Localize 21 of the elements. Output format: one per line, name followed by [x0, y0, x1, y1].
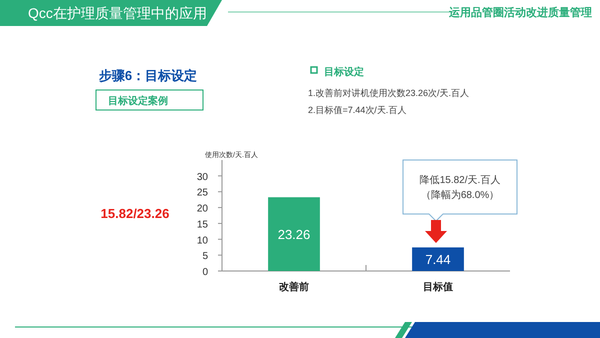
text: 步骤6：目标设定: [98, 68, 198, 83]
data-label: 7.44: [425, 252, 451, 268]
text: 1.改善前对讲机使用次数23.26次/天.百人: [308, 88, 470, 98]
text: 2.目标值=7.44次/天.百人: [308, 105, 406, 115]
chart-title: Qcc在护理质量管理中的应用: [28, 5, 207, 21]
y-tick-label: 20: [196, 204, 208, 215]
y-tick-label: 30: [196, 172, 208, 183]
y-tick-label: 10: [196, 235, 208, 246]
y-tick-label: 0: [202, 267, 208, 278]
y-tick-label: 25: [196, 188, 208, 199]
text: 15.82/23.26: [100, 206, 170, 221]
annotation: （降幅为68.0%）: [420, 189, 500, 201]
x-tick-label: 目标值: [423, 281, 453, 293]
annotation: 降低15.82/天.百人: [420, 174, 500, 186]
y-tick-label: 5: [202, 251, 208, 262]
chart-subtitle: 运用品管圈活动改进质量管理: [448, 6, 592, 19]
data-label: 23.26: [278, 227, 310, 242]
y-tick-label: 15: [196, 219, 208, 230]
text: 目标设定案例: [108, 95, 168, 107]
x-tick-label: 改善前: [279, 281, 309, 293]
text: 目标设定: [324, 66, 364, 78]
